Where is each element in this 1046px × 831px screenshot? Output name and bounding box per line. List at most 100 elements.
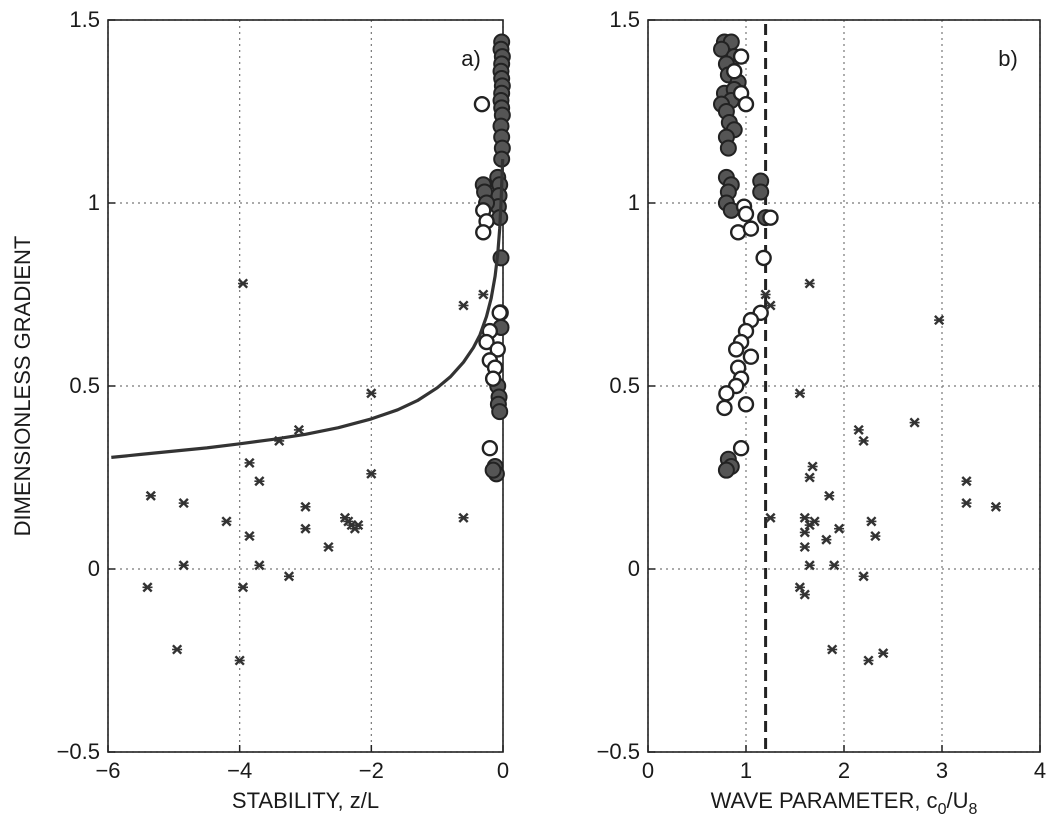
data-point-asterisk	[799, 512, 810, 523]
data-point-asterisk	[293, 424, 304, 435]
data-point-asterisk	[878, 648, 889, 659]
data-point-asterisk	[300, 501, 311, 512]
x-axis-label-sub: 0	[938, 801, 947, 818]
data-point-asterisk	[799, 527, 810, 538]
data-point-open	[732, 48, 750, 65]
data-point-asterisk	[283, 571, 295, 582]
data-point-asterisk	[829, 560, 840, 571]
data-point-asterisk	[353, 520, 364, 531]
data-point-asterisk	[934, 315, 945, 326]
y-tick-label: 1	[628, 190, 640, 215]
data-point-asterisk	[799, 589, 810, 600]
data-point-open	[484, 370, 502, 387]
data-point-asterisk	[821, 534, 832, 545]
data-point-asterisk	[458, 300, 469, 311]
data-point-asterisk	[323, 541, 334, 553]
y-tick-label: −0.5	[57, 739, 100, 764]
x-tick-label: 0	[497, 758, 509, 783]
data-point-open	[728, 341, 745, 358]
data-point-open	[742, 220, 760, 237]
x-axis-label: STABILITY, z/L	[232, 788, 379, 813]
data-point-asterisk	[760, 289, 771, 300]
data-point-asterisk	[827, 644, 838, 655]
data-point-filled	[491, 403, 509, 421]
data-point-asterisk	[765, 300, 776, 311]
data-point-asterisk	[824, 490, 835, 501]
data-point-asterisk	[858, 571, 869, 582]
data-point-asterisk	[858, 435, 869, 446]
x-axis-label-main: WAVE PARAMETER, c	[711, 788, 938, 813]
data-point-open	[478, 333, 495, 351]
data-point-open	[473, 95, 491, 113]
data-point-open	[732, 440, 750, 457]
x-axis-label-sub: 8	[968, 801, 977, 818]
data-point-asterisk	[142, 582, 153, 593]
data-point-asterisk	[366, 388, 377, 399]
panel-a: −6 −4 −2 0 −0.5 0 0.5 1 1.5 a) STABILITY, z/L	[57, 7, 511, 813]
data-point-asterisk	[853, 424, 864, 435]
data-point-asterisk	[804, 560, 815, 571]
x-axis-label: WAVE PARAMETER, c0/U8	[711, 788, 978, 818]
data-point-asterisk	[804, 278, 815, 289]
data-point-open	[718, 385, 735, 402]
data-point-asterisk	[237, 278, 249, 289]
axes-frame	[107, 19, 504, 753]
data-point-filled	[752, 183, 770, 201]
y-tick-label: 0	[628, 556, 640, 581]
x-tick-label: 2	[838, 758, 850, 783]
data-point-open	[475, 224, 492, 241]
data-point-asterisk	[300, 523, 311, 534]
x-tick-label: −4	[227, 758, 252, 783]
y-tick-label: 0.5	[69, 373, 100, 398]
data-point-asterisk	[244, 531, 255, 542]
y-tick-label: 1.5	[609, 7, 640, 32]
data-point-asterisk	[765, 512, 776, 523]
data-point-asterisk	[221, 516, 232, 527]
data-point-asterisk	[458, 512, 469, 523]
y-tick-label: 0.5	[609, 373, 640, 398]
data-point-asterisk	[244, 457, 255, 468]
data-point-filled	[484, 461, 502, 479]
data-point-filled	[717, 461, 735, 479]
fit-curve	[111, 159, 505, 459]
data-point-filled	[713, 40, 730, 58]
data-point-asterisk	[799, 541, 810, 553]
panel-label: b)	[998, 46, 1018, 71]
y-tick-label: −0.5	[597, 739, 640, 764]
data-point-asterisk	[254, 560, 265, 571]
data-point-asterisk	[145, 490, 156, 501]
data-point-asterisk	[909, 417, 920, 428]
x-tick-label: 0	[642, 758, 654, 783]
data-point-asterisk	[834, 523, 845, 534]
data-point-asterisk	[804, 472, 815, 483]
data-point-open	[737, 396, 755, 413]
data-point-asterisk	[794, 388, 805, 399]
data-point-asterisk	[870, 531, 881, 542]
data-point-open	[755, 249, 772, 267]
data-point-open	[737, 205, 755, 223]
data-point-asterisk	[794, 582, 805, 593]
data-point-open	[489, 341, 506, 358]
data-point-asterisk	[172, 644, 183, 655]
data-point-open	[491, 304, 508, 321]
data-point-open	[762, 209, 779, 226]
data-point-filled	[719, 139, 737, 157]
data-point-asterisk	[809, 516, 820, 527]
data-point-asterisk	[961, 476, 972, 487]
x-tick-label: −2	[359, 758, 384, 783]
data-point-asterisk	[961, 498, 972, 509]
y-tick-label: 1.5	[69, 7, 100, 32]
y-tick-label: 0	[88, 556, 100, 581]
data-point-open	[481, 440, 499, 457]
data-point-open	[726, 63, 743, 80]
x-tick-label: −6	[95, 758, 120, 783]
data-point-asterisk	[237, 582, 249, 593]
data-point-asterisk	[254, 476, 265, 487]
x-tick-label: 4	[1034, 758, 1046, 783]
data-point-asterisk	[234, 655, 245, 666]
data-point-asterisk	[990, 501, 1001, 512]
x-axis-label-mid: /U	[946, 788, 968, 813]
y-axis-label: DIMENSIONLESS GRADIENT	[10, 236, 35, 537]
